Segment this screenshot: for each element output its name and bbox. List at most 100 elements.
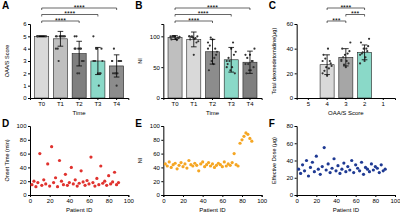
tick-label: 0: [23, 95, 27, 101]
point: [330, 65, 332, 67]
point: [32, 180, 35, 183]
point: [334, 169, 337, 172]
point: [233, 54, 235, 56]
point: [83, 184, 86, 187]
point: [191, 35, 193, 37]
axis: 020406080100: [150, 123, 164, 198]
tick-label: 40: [66, 198, 73, 204]
point: [370, 162, 373, 165]
tick: 4: [325, 98, 329, 107]
point: [70, 166, 73, 169]
tick-label: 20: [20, 179, 27, 185]
point: [348, 168, 351, 171]
point: [60, 180, 63, 183]
tick-label: T4: [246, 101, 254, 107]
tick-mark: [128, 195, 129, 197]
point: [343, 64, 345, 66]
tick-label: 80: [106, 198, 113, 204]
error-bar: [210, 39, 216, 64]
point: [179, 161, 182, 164]
tick-mark: [41, 98, 42, 100]
tick-label: 80: [153, 137, 160, 143]
x-axis-title: Patient ID: [333, 207, 360, 213]
tick-mark: [28, 86, 30, 87]
point: [68, 181, 71, 184]
tick: 100: [390, 195, 400, 204]
tick: 2: [23, 71, 30, 77]
point: [111, 60, 113, 62]
tick-label: 0: [290, 95, 294, 101]
panel-label: E: [135, 118, 142, 129]
point: [105, 184, 108, 187]
point: [170, 166, 173, 169]
point: [55, 48, 57, 50]
panel-label: A: [2, 0, 9, 11]
axis: 0204060: [286, 21, 297, 101]
error-bar: [58, 31, 64, 46]
tick: T0: [172, 98, 180, 107]
tick: 20: [286, 71, 296, 77]
point: [359, 54, 361, 56]
point: [226, 66, 228, 68]
significance-label: ****: [188, 17, 199, 24]
point: [181, 165, 184, 168]
tick: 100: [16, 123, 30, 129]
point: [359, 62, 361, 64]
point: [95, 48, 97, 50]
panel: D020406080100020406080100Patient IDOnset…: [2, 118, 134, 213]
panel: B050100T0T1T2T3T4************TimeNI: [135, 0, 262, 116]
plot-area: [297, 146, 387, 178]
tick-label: 20: [286, 71, 293, 77]
point: [340, 59, 342, 61]
tick: 1: [382, 98, 386, 107]
error-bar: [39, 36, 45, 37]
tick-label: 0: [290, 192, 294, 198]
axis-line: [161, 25, 164, 99]
point: [322, 54, 324, 56]
panel: A0123456T0T1T2T3T4************TimeOAA/S …: [2, 0, 129, 116]
point: [80, 169, 83, 172]
tick: 6: [23, 21, 30, 27]
tick-mark: [161, 154, 163, 155]
point: [246, 133, 249, 136]
tick-mark: [327, 98, 328, 100]
point: [209, 44, 211, 46]
point: [94, 60, 96, 62]
point: [321, 165, 324, 168]
tick-label: 100: [390, 198, 400, 204]
axis-line: [28, 25, 31, 99]
tick-label: 40: [286, 158, 293, 164]
point: [344, 170, 347, 173]
tick: 60: [353, 195, 360, 204]
error-bar: [114, 55, 120, 77]
axis-line: [295, 127, 298, 196]
tick-mark: [222, 195, 223, 197]
tick: 5: [307, 98, 311, 107]
panel-label: C: [269, 0, 276, 11]
axis-line: [164, 196, 262, 198]
point: [97, 183, 100, 186]
point: [44, 182, 47, 185]
tick: T3: [94, 98, 102, 107]
tick-label: 100: [150, 34, 161, 40]
tick: 60: [20, 151, 30, 157]
significance-label: ***: [332, 17, 340, 24]
point: [330, 167, 333, 170]
significance-label: ****: [74, 4, 85, 11]
x-axis-title: Time: [73, 110, 87, 116]
tick-mark: [383, 98, 384, 100]
tick: 100: [257, 195, 268, 204]
tick-label: T3: [94, 101, 102, 107]
error-bar: [76, 41, 82, 66]
point: [54, 176, 57, 179]
point: [232, 41, 234, 43]
tick-mark: [395, 195, 396, 197]
plot-area: [168, 32, 257, 98]
tick-mark: [249, 98, 250, 100]
tick-mark: [336, 195, 337, 197]
tick-label: T3: [228, 101, 236, 107]
point: [36, 35, 38, 37]
axis: 020406080100: [29, 195, 135, 204]
tick-mark: [60, 98, 61, 100]
point: [226, 60, 228, 62]
